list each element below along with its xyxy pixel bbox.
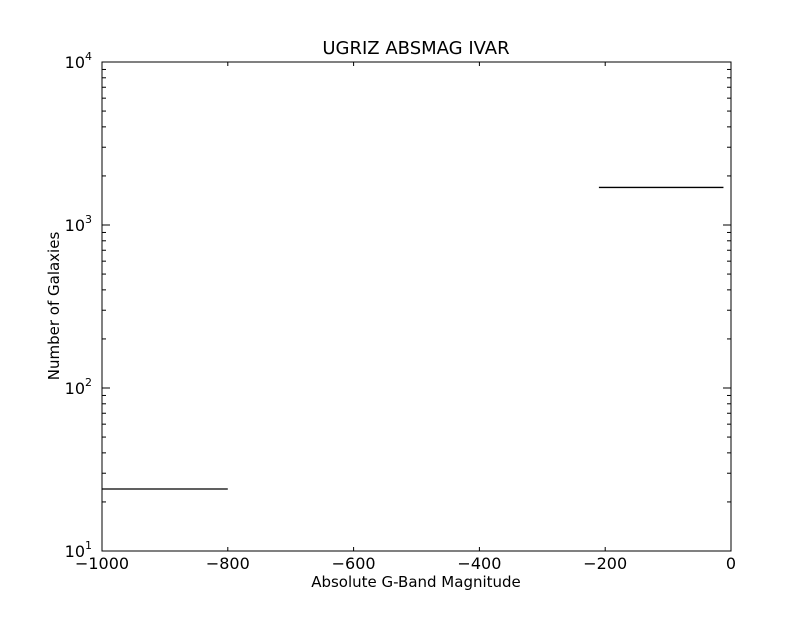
y-tick-exponent: 1: [85, 539, 92, 552]
chart-title: UGRIZ ABSMAG IVAR: [322, 38, 509, 59]
y-tick-label: 102: [65, 376, 92, 398]
x-tick-label: −800: [206, 554, 250, 573]
x-tick-label: −400: [457, 554, 501, 573]
x-tick-label: 0: [726, 554, 736, 573]
x-tick-label: −1000: [75, 554, 129, 573]
y-tick-exponent: 3: [85, 213, 92, 226]
series-layer: [102, 186, 724, 490]
y-tick-base: 10: [65, 542, 85, 561]
y-tick-label: 104: [65, 50, 92, 72]
x-axis: −1000 −800 −600 −400 −200 0: [75, 62, 736, 573]
y-axis-label: Number of Galaxies: [45, 232, 63, 381]
x-tick-label: −600: [332, 554, 376, 573]
y-tick-exponent: 4: [85, 50, 92, 63]
y-tick-base: 10: [65, 379, 85, 398]
plot-area: [101, 61, 732, 552]
y-tick-base: 10: [65, 53, 85, 72]
x-tick-label: −200: [583, 554, 627, 573]
y-tick-exponent: 2: [85, 376, 92, 389]
plot-frame: [101, 61, 732, 552]
y-tick-label: 103: [65, 213, 92, 235]
x-axis-label: Absolute G-Band Magnitude: [311, 573, 521, 591]
y-tick-base: 10: [65, 216, 85, 235]
y-tick-label: 101: [65, 539, 92, 561]
